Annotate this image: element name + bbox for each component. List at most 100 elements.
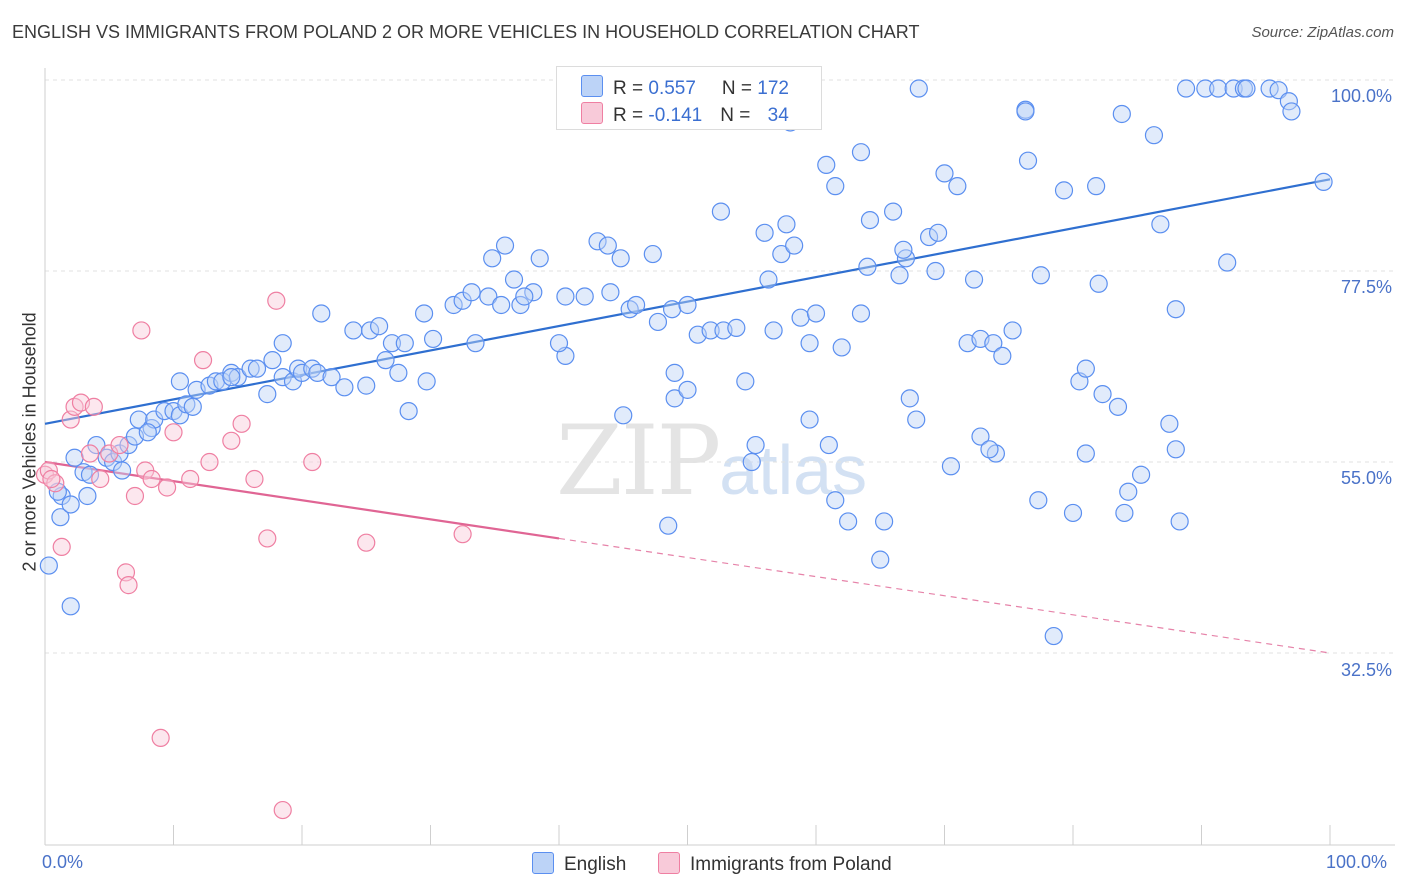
english-point [826, 491, 845, 510]
english-point [665, 363, 684, 382]
english-point [860, 210, 880, 230]
english-point [549, 334, 569, 353]
english-point [129, 410, 148, 429]
english-point [736, 372, 755, 391]
poland-r-value: -0.141 [648, 105, 703, 126]
trend-lines [44, 178, 1331, 654]
english-point [370, 317, 389, 336]
english-point [928, 223, 948, 242]
english-point [170, 406, 190, 425]
english-point [170, 372, 190, 391]
english-point [258, 385, 277, 404]
english-point [1076, 444, 1095, 463]
english-point [1282, 102, 1301, 121]
english-point [777, 215, 796, 234]
poland-trend-line [44, 460, 560, 540]
poland-point [245, 469, 264, 489]
english-point [504, 270, 524, 289]
english-point [746, 435, 765, 455]
english-point [678, 380, 697, 399]
poland-points [35, 291, 472, 820]
english-point [832, 338, 851, 357]
english-trend-line [44, 178, 1331, 425]
english-point [399, 401, 418, 421]
chart-title: ENGLISH VS IMMIGRANTS FROM POLAND 2 OR M… [12, 22, 920, 42]
english-point [971, 427, 990, 446]
english-swatch [581, 75, 603, 97]
english-n-value: 172 [757, 78, 789, 99]
english-legend-swatch [532, 852, 554, 874]
english-point [308, 363, 327, 382]
english-point [626, 295, 646, 315]
poland-point [222, 431, 241, 450]
english-point [357, 376, 376, 395]
english-point [678, 295, 697, 315]
english-point [575, 287, 594, 306]
english-point [361, 321, 380, 340]
poland-point [193, 351, 213, 370]
english-point [839, 512, 858, 531]
english-point [1063, 503, 1083, 523]
x-tick-label-100: 100.0% [1326, 852, 1388, 872]
english-point [907, 410, 926, 429]
english-point [1031, 266, 1050, 285]
english-point [183, 397, 202, 416]
x-tick-label-0: 0.0% [42, 852, 84, 872]
english-point [462, 283, 481, 302]
poland-point [142, 469, 161, 489]
poland-point [267, 291, 286, 310]
english-point [417, 372, 436, 391]
english-point [263, 351, 282, 370]
bottom-legend-english: English [532, 852, 626, 876]
english-point [1112, 104, 1131, 124]
poland-point [42, 469, 61, 489]
english-point [727, 318, 746, 337]
english-point [1170, 512, 1189, 531]
english-point [1160, 414, 1179, 433]
english-point [1076, 359, 1095, 378]
english-point [701, 321, 720, 340]
english-point [941, 457, 961, 476]
english-point [900, 389, 919, 408]
poland-point [258, 529, 277, 548]
english-point [247, 359, 267, 378]
english-point [1003, 321, 1022, 340]
english-point [871, 550, 890, 569]
english-point [742, 452, 761, 472]
english-point [662, 300, 682, 319]
legend-row-english: R = 0.557 N = 172 [581, 75, 789, 99]
poland-point [151, 728, 170, 748]
english-point [993, 346, 1012, 366]
english-point [1166, 300, 1185, 319]
english-point [335, 378, 354, 397]
english-point [826, 177, 845, 196]
english-point [1224, 79, 1243, 98]
poland-point [91, 469, 110, 489]
english-point [755, 223, 774, 242]
english-point [890, 266, 909, 285]
legend-row-poland: R = -0.141 N = 34 [581, 102, 789, 126]
english-point [495, 236, 515, 255]
english-point [1016, 102, 1035, 121]
english-point [984, 334, 1003, 353]
english-point [1132, 465, 1151, 484]
english-point [138, 423, 157, 442]
english-point [643, 244, 662, 264]
english-point [228, 368, 247, 387]
english-point [1018, 151, 1038, 170]
poland-legend-swatch [658, 852, 680, 874]
english-point [112, 461, 132, 480]
stats-legend: R = 0.557 N = 172 R = -0.141 N = 34 [556, 66, 822, 130]
english-point [344, 321, 363, 340]
english-point [80, 465, 100, 484]
poland-point [52, 537, 71, 557]
english-point [1087, 177, 1106, 196]
english-point [1237, 79, 1256, 98]
watermark-zip: ZIP [556, 405, 721, 517]
y-tick-label-32-5: 32.5% [1340, 660, 1392, 680]
poland-point [132, 321, 151, 340]
english-point [51, 508, 70, 527]
poland-point [164, 423, 183, 442]
english-point [479, 287, 498, 306]
